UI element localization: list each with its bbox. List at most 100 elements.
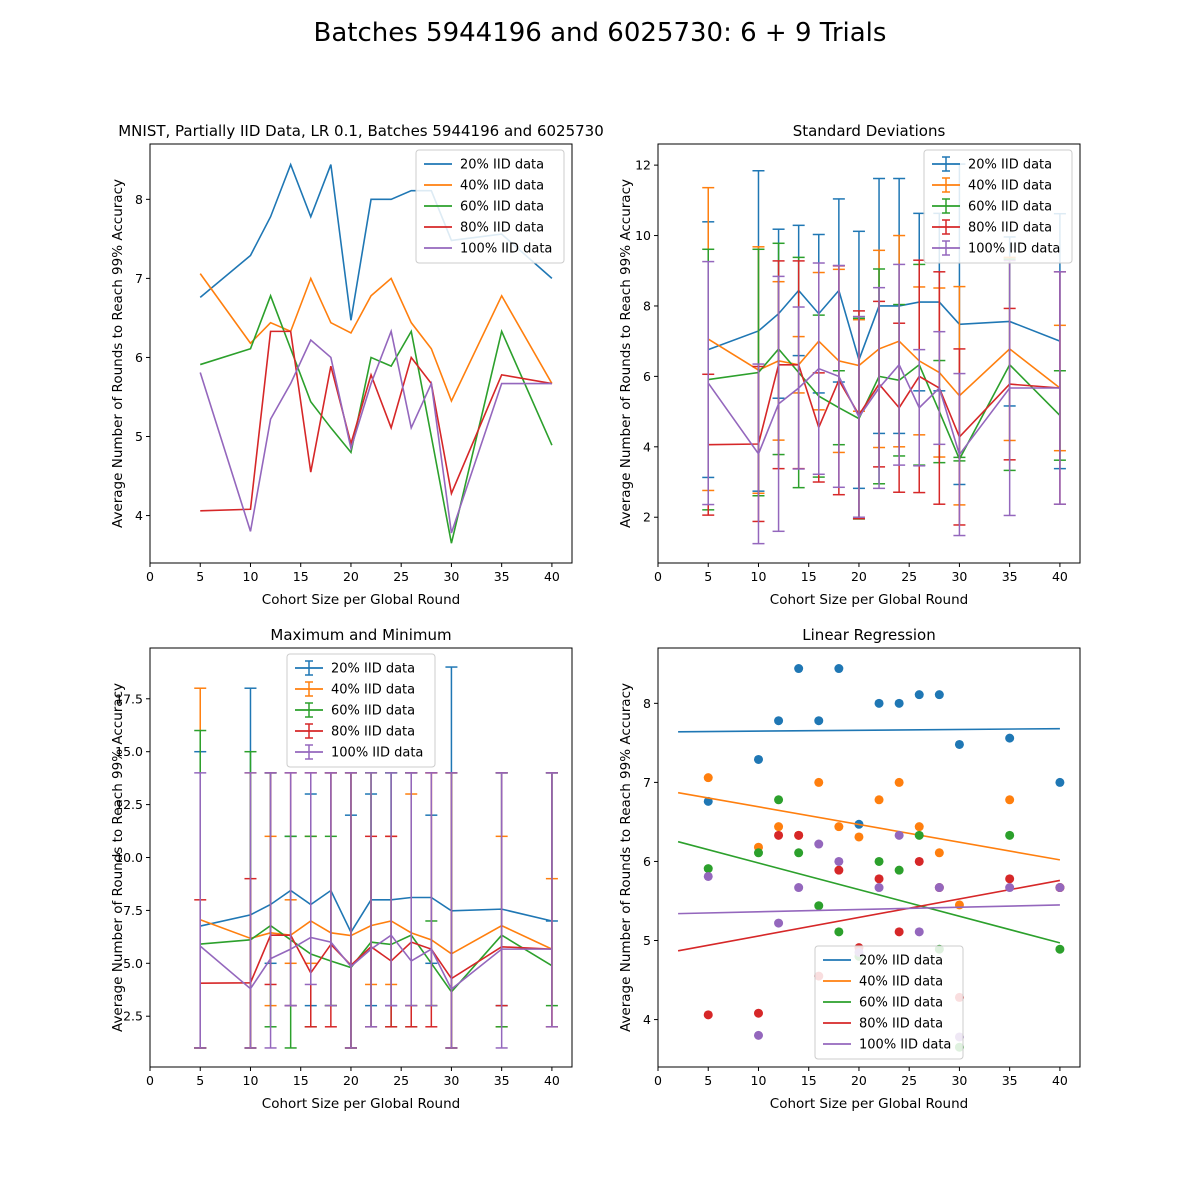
- series-line: [707, 363, 1060, 457]
- scatter-point: [954, 739, 964, 749]
- regression-line: [677, 791, 1061, 861]
- x-tick-label: 10: [751, 569, 767, 584]
- legend-label: 20% IID data: [968, 158, 1052, 173]
- scatter-point: [894, 830, 904, 840]
- x-tick-label: 25: [901, 1073, 917, 1088]
- scatter-point: [874, 874, 884, 884]
- series-line: [200, 924, 553, 994]
- scatter-point: [894, 927, 904, 937]
- series-line: [200, 330, 553, 512]
- series-1: [677, 773, 1065, 910]
- legend: 20% IID data 40% IID data 60% IID data 80% …: [415, 149, 565, 264]
- x-tick-label: 40: [1052, 1073, 1068, 1088]
- series-4: [194, 772, 558, 1049]
- scatter-point: [894, 698, 904, 708]
- scatter-point: [753, 1008, 763, 1018]
- y-axis-label: Average Number of Rounds to Reach 99% Ac…: [618, 179, 634, 528]
- y-tick-label: 8: [135, 192, 143, 207]
- series-line: [199, 293, 553, 544]
- chart-0: MNIST, Partially IID Data, LR 0.1, Batch…: [110, 122, 604, 608]
- series-4: [199, 328, 552, 534]
- series-line: [199, 918, 553, 955]
- chart-title: Maximum and Minimum: [270, 626, 451, 644]
- scatter-point: [894, 865, 904, 875]
- y-tick-label: 5: [135, 429, 143, 444]
- scatter-point: [703, 864, 713, 874]
- scatter-point: [894, 777, 904, 787]
- legend-label: 80% IID data: [460, 221, 544, 236]
- legend: 20% IID data 40% IID data 60% IID data 80% …: [814, 945, 964, 1060]
- y-tick-label: 12.5: [115, 797, 143, 812]
- x-tick-label: 15: [801, 1073, 817, 1088]
- legend-label: 100% IID data: [968, 242, 1060, 257]
- legend-box: [286, 653, 436, 768]
- scatter-point: [703, 773, 713, 783]
- scatter-point: [794, 830, 804, 840]
- series-line: [707, 338, 1061, 397]
- x-tick-label: 40: [544, 1073, 560, 1088]
- regression-line: [677, 879, 1061, 952]
- x-tick-label: 25: [393, 569, 409, 584]
- series-line: [708, 363, 1060, 446]
- x-axis-label: Cohort Size per Global Round: [770, 1096, 968, 1112]
- y-tick-label: 10: [635, 228, 651, 243]
- chart-title: MNIST, Partially IID Data, LR 0.1, Batch…: [118, 122, 604, 140]
- x-axis-label: Cohort Size per Global Round: [262, 1096, 460, 1112]
- x-tick-label: 20: [343, 569, 359, 584]
- legend-box: [814, 945, 964, 1060]
- scatter-point: [834, 664, 844, 674]
- legend-label: 80% IID data: [859, 1017, 943, 1032]
- scatter-point: [1055, 883, 1065, 893]
- x-tick-label: 35: [1002, 569, 1018, 584]
- x-tick-label: 5: [704, 569, 712, 584]
- series-3: [702, 259, 1066, 526]
- scatter-point: [914, 690, 924, 700]
- x-tick-label: 15: [293, 569, 309, 584]
- y-tick-label: 8: [643, 298, 651, 313]
- series-3: [194, 772, 558, 1049]
- series-line: [200, 889, 553, 934]
- series-line: [708, 347, 1061, 461]
- x-tick-label: 0: [146, 569, 154, 584]
- scatter-point: [753, 754, 763, 764]
- scatter-point: [774, 830, 784, 840]
- x-tick-label: 35: [494, 569, 510, 584]
- legend-label: 100% IID data: [331, 746, 423, 761]
- scatter-point: [874, 795, 884, 805]
- scatter-point: [914, 822, 924, 832]
- y-axis-label: Average Number of Rounds to Reach 99% Ac…: [110, 683, 126, 1032]
- scatter-point: [814, 901, 824, 911]
- x-tick-label: 10: [243, 1073, 259, 1088]
- legend-label: 40% IID data: [460, 179, 544, 194]
- legend-label: 100% IID data: [460, 242, 552, 257]
- legend-label: 20% IID data: [331, 662, 415, 677]
- scatter-point: [794, 664, 804, 674]
- x-tick-label: 30: [443, 1073, 459, 1088]
- plot-area: [702, 163, 1066, 545]
- chart-title: Standard Deviations: [793, 122, 946, 140]
- scatter-point: [703, 871, 713, 881]
- y-tick-label: 7: [135, 271, 143, 286]
- regression-line: [678, 727, 1060, 733]
- x-tick-label: 30: [951, 1073, 967, 1088]
- regression-line: [677, 840, 1061, 944]
- chart-2: Maximum and Minimum 0 5 10 15 20 25 30 35 40 2.5 5.…: [110, 626, 573, 1112]
- y-tick-label: 4: [643, 439, 651, 454]
- y-tick-label: 6: [135, 350, 143, 365]
- scatter-point: [753, 848, 763, 858]
- y-tick-label: 12: [635, 158, 651, 173]
- legend-label: 60% IID data: [859, 996, 943, 1011]
- legend-label: 80% IID data: [331, 725, 415, 740]
- scatter-point: [854, 832, 864, 842]
- chart-title: Linear Regression: [802, 626, 935, 644]
- x-tick-label: 5: [704, 1073, 712, 1088]
- x-tick-label: 20: [851, 569, 867, 584]
- y-tick-label: 7: [643, 775, 651, 790]
- y-tick-label: 6: [643, 369, 651, 384]
- x-tick-label: 35: [1002, 1073, 1018, 1088]
- scatter-point: [1055, 777, 1065, 787]
- scatter-point: [1005, 830, 1015, 840]
- x-tick-label: 35: [494, 1073, 510, 1088]
- x-tick-label: 5: [196, 1073, 204, 1088]
